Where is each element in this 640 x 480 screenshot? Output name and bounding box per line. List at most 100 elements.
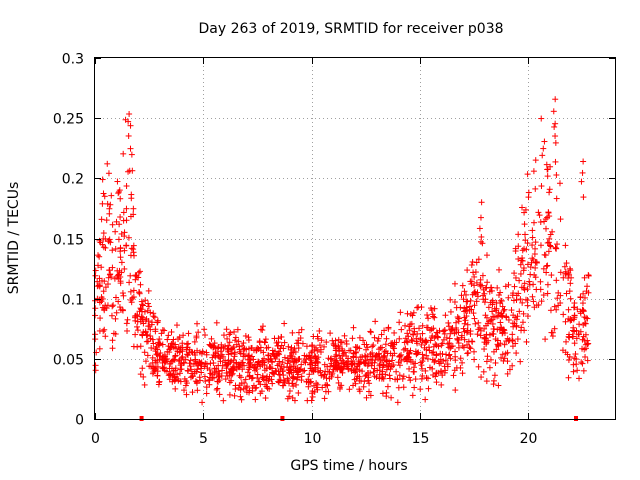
data-point [431,359,438,366]
data-point [502,283,509,290]
data-point [508,307,515,314]
data-point [510,297,517,304]
data-point [127,122,134,129]
data-point [351,360,358,367]
data-point [207,370,214,377]
data-point [499,303,506,310]
data-point [110,302,117,309]
data-point [319,384,326,391]
data-point [295,329,302,336]
data-point [187,357,194,364]
data-point [362,353,369,360]
data-point [363,346,370,353]
data-point [237,393,244,400]
data-point [216,391,223,398]
data-point [180,332,187,339]
data-point [106,236,113,243]
data-point [371,334,378,341]
data-point [483,314,490,321]
data-point [145,287,152,294]
data-point [215,372,222,379]
data-point [541,138,548,145]
data-point [277,372,284,379]
data-point [459,359,466,366]
data-point [515,231,522,238]
data-point [473,298,480,305]
data-point [108,312,115,319]
data-point [228,350,235,357]
data-point [506,337,513,344]
data-point [132,331,139,338]
data-point [293,381,300,388]
x-tick-label: 20 [520,431,538,447]
data-point [162,357,169,364]
data-point [206,366,213,373]
data-point [400,373,407,380]
data-point [123,320,130,327]
data-point [538,115,545,122]
data-point [495,382,502,389]
data-point [209,354,216,361]
data-point [448,343,455,350]
data-point [550,108,557,115]
data-point [532,239,539,246]
x-tick-label: 0 [91,431,100,447]
data-point [316,327,323,334]
data-point [108,192,115,199]
data-point [142,297,149,304]
data-point [278,342,285,349]
data-point [241,379,248,386]
data-point [143,316,150,323]
data-point [363,394,370,401]
data-point [513,350,520,357]
data-point [582,320,589,327]
data-point [487,356,494,363]
data-point [125,234,132,241]
data-point [531,251,538,258]
data-point [395,384,402,391]
data-point [452,348,459,355]
data-point [365,374,372,381]
data-point [565,306,572,313]
data-point [279,382,286,389]
data-point [537,242,544,249]
data-point [379,390,386,397]
data-point [494,284,501,291]
data-point [318,337,325,344]
data-point [529,227,536,234]
data-point [374,337,381,344]
data-point [266,385,273,392]
data-point [544,290,551,297]
data-point [530,168,537,175]
data-point [452,387,459,394]
data-point [495,309,502,316]
data-point [196,359,203,366]
data-point [572,351,579,358]
data-point [546,186,553,193]
data-point [130,205,137,212]
data-point [253,384,260,391]
data-point [139,365,146,372]
data-point [297,335,304,342]
data-point [580,321,587,328]
data-point [367,392,374,399]
data-point [418,341,425,348]
data-point [553,277,560,284]
data-point [212,349,219,356]
data-point [524,302,531,309]
data-point [388,394,395,401]
data-point [470,310,477,317]
data-point [422,396,429,403]
data-point [206,341,213,348]
data-point [259,323,266,330]
data-point [218,341,225,348]
data-point [129,167,136,174]
data-point [549,228,556,235]
data-point [543,269,550,276]
data-point [96,327,103,334]
y-tick-label: 0.15 [53,233,84,249]
data-point [584,283,591,290]
data-point [354,373,361,380]
data-point [537,219,544,226]
data-point [480,296,487,303]
